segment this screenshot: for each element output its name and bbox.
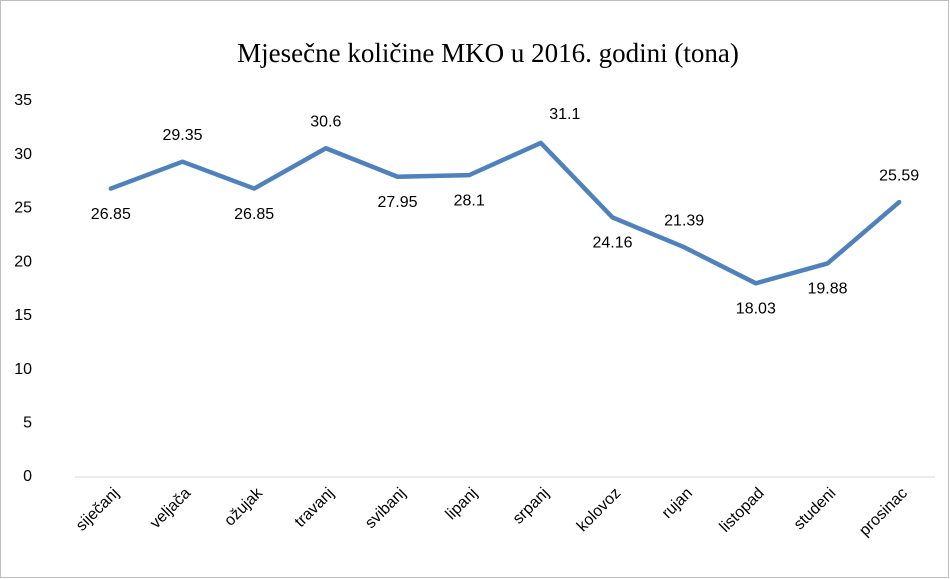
data-label: 26.85 — [91, 206, 131, 223]
data-label: 24.16 — [592, 235, 632, 252]
y-tick-label: 0 — [23, 468, 32, 485]
y-tick-label: 5 — [23, 415, 32, 432]
data-label: 28.1 — [454, 192, 485, 209]
data-label: 21.39 — [664, 212, 704, 229]
y-tick-label: 25 — [14, 200, 32, 217]
y-tick-label: 35 — [14, 92, 32, 109]
y-tick-label: 10 — [14, 361, 32, 378]
line — [108, 140, 902, 286]
data-label: 18.03 — [736, 301, 776, 318]
data-label: 31.1 — [549, 106, 580, 123]
data-label: 19.88 — [807, 281, 847, 298]
data-label: 26.85 — [234, 206, 274, 223]
y-tick-label: 15 — [14, 307, 32, 324]
chart-title: Mjesečne količine MKO u 2016. godini (to… — [237, 38, 739, 68]
data-label: 30.6 — [310, 113, 341, 130]
data-label: 25.59 — [879, 167, 919, 184]
y-tick-label: 30 — [14, 146, 32, 163]
data-label: 27.95 — [377, 194, 417, 211]
y-tick-label: 20 — [14, 253, 32, 270]
data-label: 29.35 — [162, 127, 202, 144]
